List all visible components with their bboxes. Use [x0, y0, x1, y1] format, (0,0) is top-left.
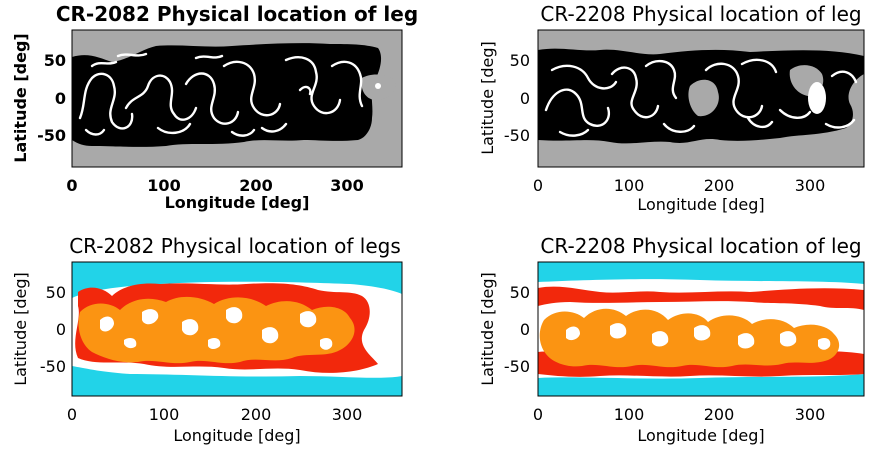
x-tick-label: 200: [704, 405, 735, 424]
panel-title: CR-2082 Physical location of leg: [56, 2, 418, 26]
panel-title: CR-2208 Physical location of leg: [540, 234, 861, 258]
leg-traces: [544, 58, 858, 137]
x-axis-label: Longitude [deg]: [173, 426, 300, 445]
x-tick-label: 300: [332, 405, 363, 424]
x-tick-label: 100: [614, 405, 645, 424]
white-gaps: [566, 323, 831, 350]
leg-traces: [78, 52, 364, 137]
x-tick-label: 200: [704, 176, 735, 195]
open-field-blob: [808, 82, 826, 114]
panel-cr2082-color: CR-2082 Physical location of legs 50 0 -…: [11, 234, 403, 445]
y-tick-label: -50: [504, 126, 530, 145]
y-axis-label: Latitude [deg]: [11, 33, 30, 162]
y-tick-label: -50: [40, 357, 66, 376]
x-tick-label: 100: [149, 405, 180, 424]
x-tick-label: 300: [795, 405, 826, 424]
x-tick-label: 200: [241, 405, 272, 424]
y-tick-label: -50: [504, 357, 530, 376]
y-tick-label: 0: [520, 320, 530, 339]
x-tick-label: 0: [533, 176, 543, 195]
x-axis-label: Longitude [deg]: [165, 193, 310, 212]
orange-leg-region: [539, 308, 840, 368]
panel-cr2082-mono: CR-2082 Physical location of leg 50 0 -5…: [11, 2, 418, 212]
y-tick-label: 50: [46, 283, 66, 302]
red-leg-band: [538, 286, 864, 310]
panel-cr2208-mono: CR-2208 Physical location of leg 50 0 -5…: [478, 2, 865, 214]
y-tick-label: 0: [520, 89, 530, 108]
white-gaps: [100, 307, 333, 350]
x-axis-label: Longitude [deg]: [637, 195, 764, 214]
y-tick-label: 50: [44, 51, 66, 70]
x-tick-label: 0: [533, 405, 543, 424]
y-tick-label: -50: [37, 126, 66, 145]
x-tick-label: 300: [330, 176, 363, 195]
panel-title: CR-2082 Physical location of legs: [69, 234, 401, 258]
x-tick-label: 300: [795, 176, 826, 195]
leg-band: [72, 43, 382, 147]
white-gap: [372, 297, 402, 328]
panel-title: CR-2208 Physical location of leg: [540, 2, 861, 26]
x-tick-label: 100: [614, 176, 645, 195]
y-tick-label: 0: [55, 89, 66, 108]
panel-frame: [71, 261, 403, 397]
y-tick-label: 50: [510, 283, 530, 302]
y-axis-label: Latitude [deg]: [478, 41, 497, 155]
panel-frame: [537, 261, 865, 397]
x-axis-label: Longitude [deg]: [637, 426, 764, 445]
open-field-dot: [375, 83, 381, 89]
panel-frame: [537, 29, 865, 168]
x-tick-label: 200: [239, 176, 272, 195]
panel-frame: [71, 29, 403, 168]
y-axis-label: Latitude [deg]: [478, 272, 497, 386]
x-tick-label: 0: [66, 176, 77, 195]
y-tick-label: 0: [56, 320, 66, 339]
x-tick-label: 0: [67, 405, 77, 424]
panel-cr2208-color: CR-2208 Physical location of leg 50 0 -5…: [478, 234, 865, 445]
y-tick-label: 50: [510, 51, 530, 70]
y-axis-label: Latitude [deg]: [11, 272, 30, 386]
open-field-patch: [688, 79, 719, 117]
x-tick-label: 100: [147, 176, 180, 195]
